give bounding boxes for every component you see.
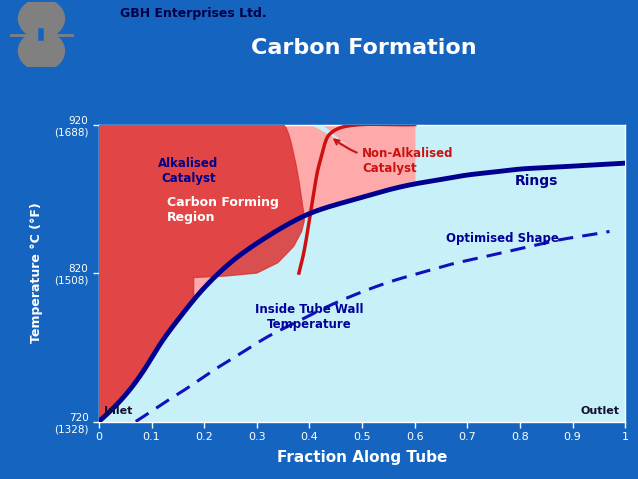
Circle shape [19, 0, 64, 38]
Text: Rings: Rings [515, 174, 558, 188]
Text: Carbon Formation: Carbon Formation [251, 38, 477, 58]
Text: Inside Tube Wall
Temperature: Inside Tube Wall Temperature [255, 303, 364, 331]
Polygon shape [99, 125, 304, 422]
Text: GBH Enterprises Ltd.: GBH Enterprises Ltd. [120, 7, 267, 20]
Circle shape [19, 32, 64, 70]
Polygon shape [99, 125, 415, 422]
Text: Outlet: Outlet [581, 406, 620, 416]
Text: Non-Alkalised
Catalyst: Non-Alkalised Catalyst [334, 139, 454, 175]
X-axis label: Fraction Along Tube: Fraction Along Tube [277, 450, 447, 465]
Y-axis label: Temperature °C (°F): Temperature °C (°F) [30, 203, 43, 343]
Text: Carbon Forming
Region: Carbon Forming Region [167, 196, 279, 224]
Text: Inlet: Inlet [104, 406, 133, 416]
Text: Optimised Shape: Optimised Shape [447, 232, 559, 245]
Text: Alkalised
Catalyst: Alkalised Catalyst [158, 157, 218, 185]
